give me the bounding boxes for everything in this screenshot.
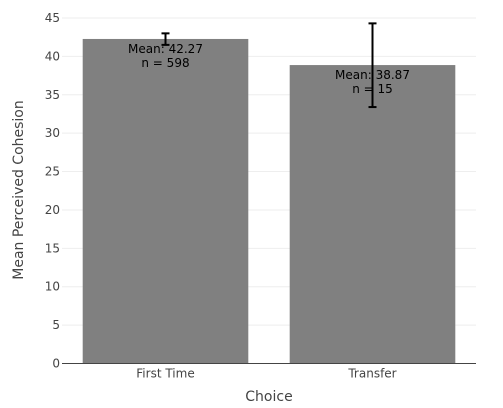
bar-data-label: Mean: 42.27 n = 598: [128, 42, 203, 70]
bar-data-label: Mean: 38.87 n = 15: [335, 68, 410, 96]
error-bars: [161, 22, 377, 109]
x-tick-label: First Time: [136, 367, 194, 381]
error-bar: [368, 22, 377, 109]
y-tick-label: 5: [52, 318, 60, 332]
bars: [82, 38, 456, 364]
axes: 0 5 10 15 20 25 30 35 40 45 First Time Transfer: [45, 11, 476, 381]
bar: [289, 65, 456, 364]
bar-data-label-line: n = 15: [352, 82, 393, 96]
y-tick-label: 20: [45, 203, 60, 217]
y-tick-label: 15: [45, 241, 60, 255]
y-axis-title: Mean Perceived Cohesion: [11, 100, 27, 279]
y-tick-label: 40: [45, 49, 60, 63]
y-tick-label: 25: [45, 165, 60, 179]
y-tick-label: 0: [52, 357, 60, 371]
bar-data-label-line: Mean: 38.87: [335, 68, 410, 82]
x-tick-label: Transfer: [347, 367, 396, 381]
y-tick-label: 10: [45, 280, 60, 294]
error-bar: [161, 32, 170, 46]
bar-labels: Mean: 42.27 n = 598 Mean: 38.87 n = 15: [128, 42, 410, 96]
bar-data-label-line: n = 598: [141, 56, 189, 70]
x-axis-title: Choice: [245, 389, 292, 405]
y-tick-label: 45: [45, 11, 60, 25]
bar-data-label-line: Mean: 42.27: [128, 42, 203, 56]
y-tick-label: 35: [45, 88, 60, 102]
bar: [82, 38, 249, 364]
y-tick-label: 30: [45, 126, 60, 140]
